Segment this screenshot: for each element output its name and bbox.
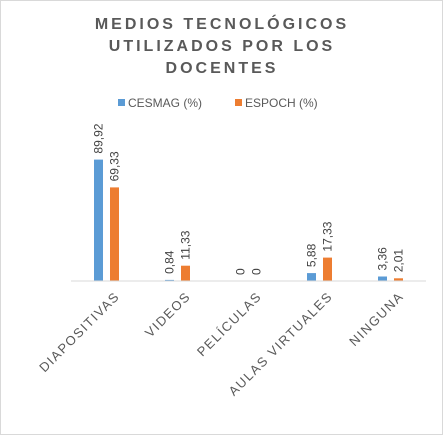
data-label-cesmag-videos: 0,84: [163, 250, 177, 274]
category-label-diapositivas: DIAPOSITIVAS: [36, 289, 123, 376]
chart-title-line-3: DOCENTES: [166, 60, 279, 77]
data-label-espoch-pel-culas: 0: [250, 268, 264, 275]
legend-label-espoch: ESPOCH (%): [245, 96, 318, 110]
data-label-espoch-ninguna: 2,01: [392, 249, 406, 273]
legend-swatch-cesmag: [118, 99, 125, 106]
data-label-cesmag-ninguna: 3,36: [376, 247, 390, 271]
data-label-espoch-aulas-virtuales: 17,33: [321, 221, 335, 251]
data-label-cesmag-pel-culas: 0: [234, 268, 248, 275]
category-label-ninguna: NINGUNA: [346, 289, 406, 349]
chart-title: MEDIOS TECNOLÓGICOS UTILIZADOS POR LOS D…: [95, 14, 349, 77]
data-label-cesmag-aulas-virtuales: 5,88: [305, 243, 319, 267]
bar-espoch-videos: [181, 265, 190, 281]
category-label-videos: VIDEOS: [142, 289, 194, 341]
category-label-pel-culas: PELÍCULAS: [194, 289, 265, 360]
legend: CESMAG (%) ESPOCH (%): [118, 96, 318, 110]
chart-title-line-2: UTILIZADOS POR LOS: [109, 38, 335, 55]
legend-label-cesmag: CESMAG (%): [128, 96, 202, 110]
legend-swatch-espoch: [235, 99, 242, 106]
chart-title-line-1: MEDIOS TECNOLÓGICOS: [95, 14, 349, 33]
bar-cesmag-diapositivas: [94, 159, 103, 281]
data-label-espoch-videos: 11,33: [179, 230, 193, 259]
bar-espoch-aulas-virtuales: [323, 257, 332, 281]
bar-espoch-diapositivas: [110, 187, 119, 281]
bar-cesmag-ninguna: [378, 276, 387, 281]
data-label-cesmag-diapositivas: 89,92: [92, 123, 106, 153]
data-label-espoch-diapositivas: 69,33: [108, 151, 122, 181]
bar-cesmag-aulas-virtuales: [307, 273, 316, 281]
bar-espoch-ninguna: [394, 278, 403, 281]
bar-cesmag-videos: [165, 279, 174, 281]
